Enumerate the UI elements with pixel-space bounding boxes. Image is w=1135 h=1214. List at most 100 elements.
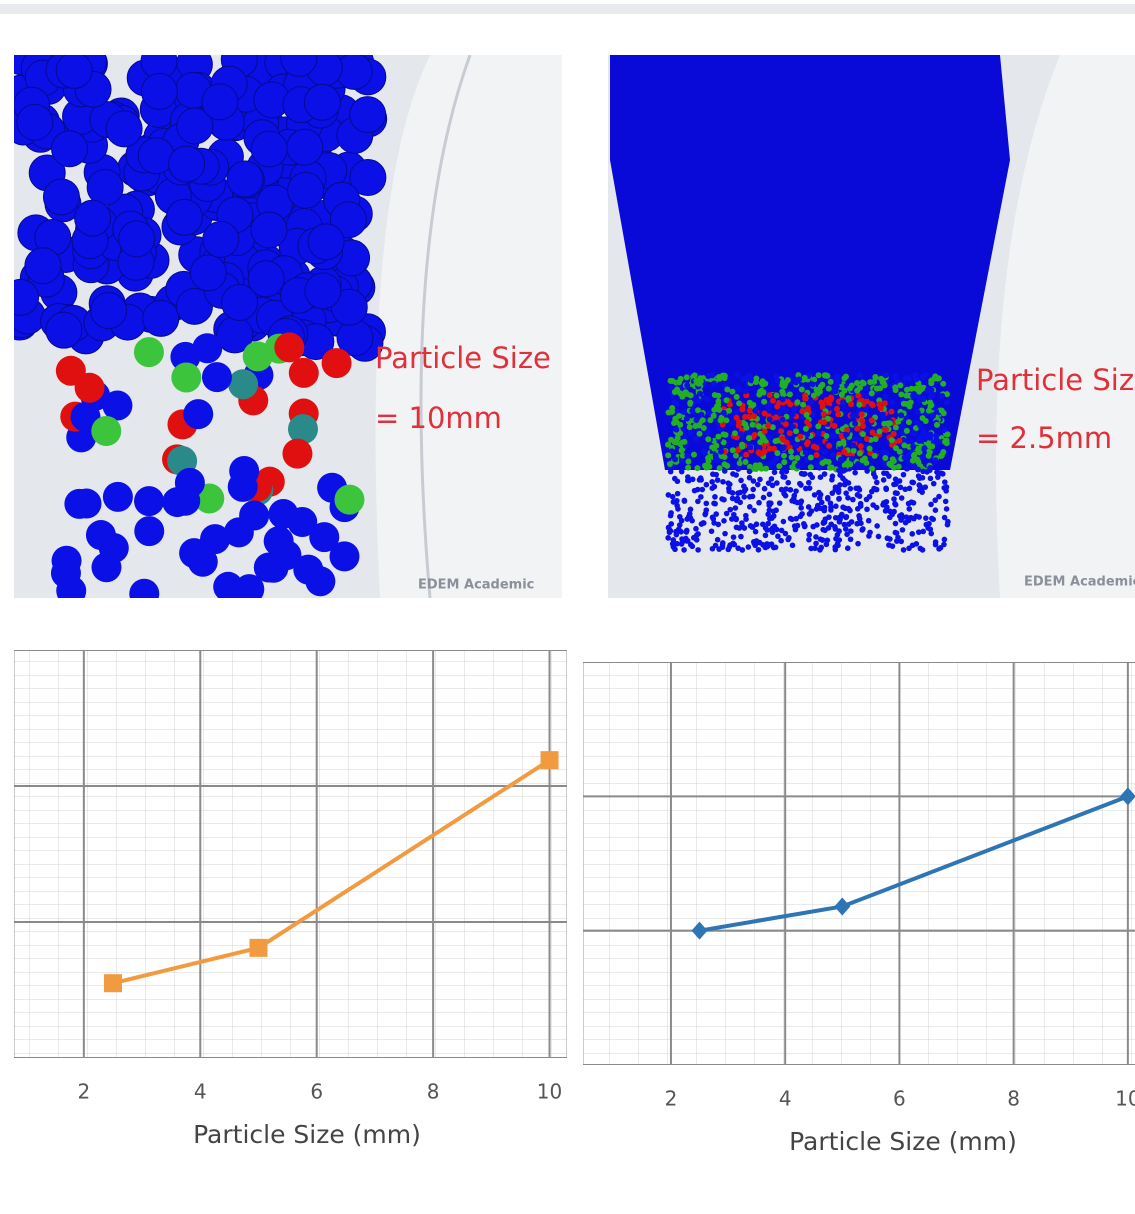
particle — [684, 382, 691, 389]
particle — [721, 517, 727, 524]
particle — [710, 515, 717, 522]
particle — [91, 415, 122, 446]
particle — [940, 410, 947, 417]
particle — [783, 468, 790, 475]
particle — [778, 527, 785, 534]
particle — [883, 498, 890, 505]
particle — [721, 496, 727, 503]
particle — [334, 484, 365, 515]
particle — [735, 465, 742, 472]
particle — [831, 422, 838, 429]
particle — [915, 393, 922, 400]
particle — [915, 445, 922, 452]
particle — [934, 469, 940, 475]
particle — [832, 544, 838, 550]
particle — [789, 516, 795, 523]
particle — [697, 378, 704, 385]
particle — [802, 395, 809, 402]
particle — [863, 496, 870, 503]
particle — [798, 505, 804, 511]
particle — [695, 498, 701, 505]
particle — [765, 404, 772, 411]
particle — [749, 421, 756, 428]
particle — [891, 496, 897, 502]
particle — [679, 393, 686, 400]
particle — [932, 373, 939, 380]
particle — [774, 450, 781, 457]
particle — [925, 452, 932, 459]
particle — [869, 465, 876, 472]
particle — [818, 399, 825, 406]
particle — [814, 503, 821, 510]
particle — [927, 431, 934, 438]
particle — [868, 400, 875, 407]
particle — [742, 414, 749, 421]
particle — [916, 487, 923, 494]
particle — [766, 507, 773, 513]
particle — [848, 455, 855, 462]
particle — [857, 372, 864, 379]
particle — [762, 465, 769, 472]
particle — [943, 506, 950, 512]
particle — [779, 435, 786, 442]
particle — [852, 420, 859, 427]
particle — [705, 372, 712, 379]
particle — [687, 399, 694, 406]
particle — [711, 445, 718, 452]
particle — [102, 390, 133, 421]
particle — [794, 455, 801, 462]
particle — [917, 384, 924, 391]
particle — [889, 456, 896, 463]
particle — [669, 493, 676, 500]
particle — [735, 422, 742, 429]
particle — [250, 130, 288, 168]
particle — [941, 536, 948, 543]
particle — [723, 397, 730, 404]
particle — [805, 504, 812, 510]
panel-value: = 2.5mm — [976, 421, 1112, 455]
particle — [911, 515, 917, 522]
particle — [702, 462, 709, 469]
particle — [843, 490, 849, 496]
particle — [696, 390, 703, 397]
particle — [762, 532, 769, 539]
particle — [226, 160, 264, 198]
particle — [673, 528, 679, 535]
particle — [201, 362, 232, 393]
particle — [175, 287, 213, 325]
particle — [898, 391, 905, 398]
particle — [743, 451, 750, 458]
particle — [824, 372, 831, 379]
particle — [942, 498, 949, 505]
particle — [910, 463, 917, 470]
particle — [685, 474, 691, 480]
particle — [171, 362, 202, 393]
particle — [790, 423, 797, 430]
particle — [847, 485, 854, 492]
particle — [698, 411, 705, 418]
particle — [892, 387, 899, 394]
particle — [856, 401, 863, 408]
particle — [844, 426, 851, 433]
top-strip — [0, 4, 1135, 14]
x-tick-label: 2 — [665, 1087, 678, 1111]
particle — [841, 387, 848, 394]
particle — [788, 454, 795, 461]
particle — [879, 411, 886, 418]
particle — [872, 374, 879, 381]
particle — [886, 460, 893, 467]
particle — [756, 499, 762, 506]
particle — [916, 475, 923, 481]
particle — [105, 110, 143, 148]
particle — [179, 538, 210, 569]
particle — [771, 445, 778, 452]
particle — [906, 485, 913, 492]
particle — [176, 107, 214, 145]
marker — [691, 921, 708, 940]
particle — [860, 423, 867, 430]
particle — [875, 533, 882, 540]
particle — [752, 528, 759, 535]
particle — [905, 419, 912, 426]
particle — [91, 552, 122, 583]
particle — [807, 464, 814, 471]
